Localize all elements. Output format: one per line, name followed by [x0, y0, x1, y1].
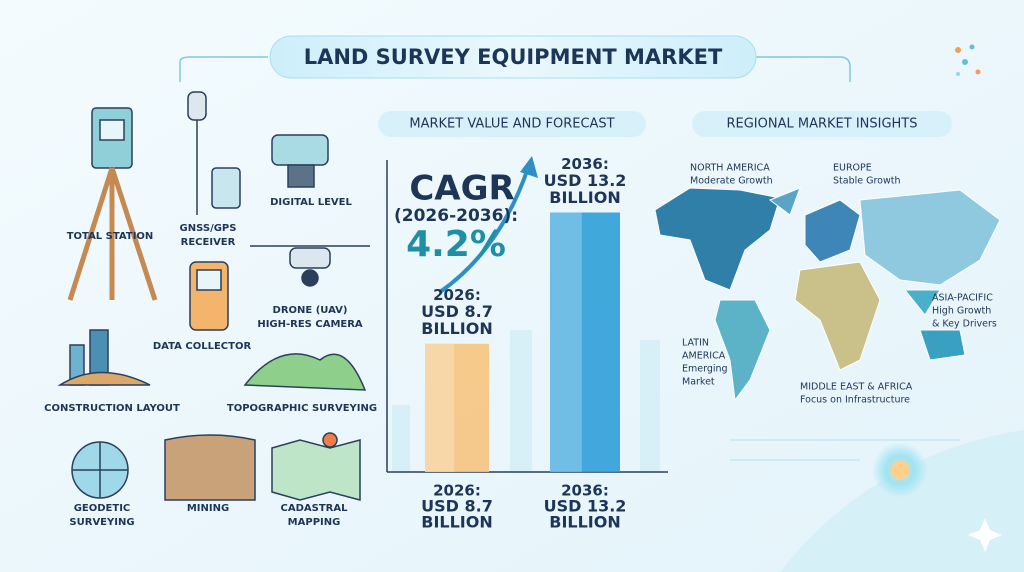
title: LAND SURVEY EQUIPMENT MARKET: [304, 45, 723, 69]
application-label: GEODETIC: [74, 503, 131, 514]
region-note: High Growth: [932, 306, 991, 317]
growth-arrow-head: [520, 156, 538, 178]
decor-lines: [730, 439, 960, 461]
region-note: Focus on Infrastructure: [800, 395, 910, 406]
application-label: MAPPING: [288, 517, 341, 528]
region-name: LATIN: [682, 338, 709, 349]
region-name: ASIA-PACIFIC: [932, 293, 993, 304]
sparkle: [968, 518, 1002, 552]
application-label: SURVEYING: [69, 517, 134, 528]
application-label: HIGH-RES CAMERA: [257, 319, 363, 330]
corner-wave: [780, 430, 1024, 572]
cagr-label: CAGR: [409, 169, 514, 209]
cagr-value: 4.2%: [406, 224, 506, 265]
value-label: USD 13.2: [544, 497, 627, 516]
category-label: 2036:: [561, 482, 609, 500]
application-label: TOTAL STATION: [67, 231, 154, 242]
growth-arrow: [438, 167, 530, 294]
region-note: Market: [682, 377, 715, 388]
bar-shine: [550, 212, 582, 473]
region-note: & Key Drivers: [932, 319, 997, 330]
application-label: DIGITAL LEVEL: [270, 197, 352, 208]
region-note: Emerging: [682, 364, 728, 375]
region-name: MIDDLE EAST & AFRICA: [800, 382, 913, 393]
application-label: TOPOGRAPHIC SURVEYING: [227, 403, 377, 414]
bar: [425, 343, 489, 472]
unit-label: BILLION: [549, 513, 620, 532]
application-label: DRONE (UAV): [273, 305, 348, 316]
region-labels: NORTH AMERICA Moderate Growth EUROPE Stable…: [682, 163, 997, 406]
category-label: 2026:: [433, 286, 481, 304]
equipment-icons: [57, 91, 370, 501]
chart-title: MARKET VALUE AND FORECAST: [409, 117, 614, 132]
value-label: USD 8.7: [421, 497, 493, 516]
region-note: Moderate Growth: [690, 176, 773, 187]
value-label: USD 8.7: [421, 302, 493, 321]
bar: [550, 212, 620, 473]
unit-label: BILLION: [421, 319, 492, 338]
world-map: [654, 187, 1001, 402]
region-note: Stable Growth: [833, 176, 901, 187]
value-label: USD 13.2: [544, 171, 627, 190]
header-connector: [179, 56, 851, 82]
cagr-period: (2026-2036):: [394, 206, 518, 226]
category-label: 2026:: [433, 482, 481, 500]
regions-title-pill: [692, 111, 952, 137]
title-pill: [269, 35, 757, 79]
application-label: CONSTRUCTION LAYOUT: [44, 403, 180, 414]
application-label: MINING: [187, 503, 229, 514]
unit-label: BILLION: [549, 188, 620, 207]
region-name: EUROPE: [833, 163, 872, 174]
regions-title: REGIONAL MARKET INSIGHTS: [726, 117, 917, 132]
application-label: GNSS/GPS: [180, 223, 237, 234]
region-name: AMERICA: [682, 351, 726, 362]
bar-shine: [425, 343, 455, 472]
region-name: NORTH AMERICA: [690, 163, 770, 174]
chart-title-pill: [378, 111, 646, 137]
decor-dots: [955, 44, 981, 76]
category-label: 2036:: [561, 155, 609, 173]
unit-label: BILLION: [421, 513, 492, 532]
application-label: RECEIVER: [181, 237, 236, 248]
chart-decor: [392, 330, 660, 472]
application-label: CADASTRAL: [281, 503, 349, 514]
application-label: DATA COLLECTOR: [153, 341, 252, 352]
orb-core: [891, 461, 909, 479]
application-labels: TOTAL STATION GNSS/GPS RECEIVER DIGITAL LEV…: [44, 197, 377, 528]
